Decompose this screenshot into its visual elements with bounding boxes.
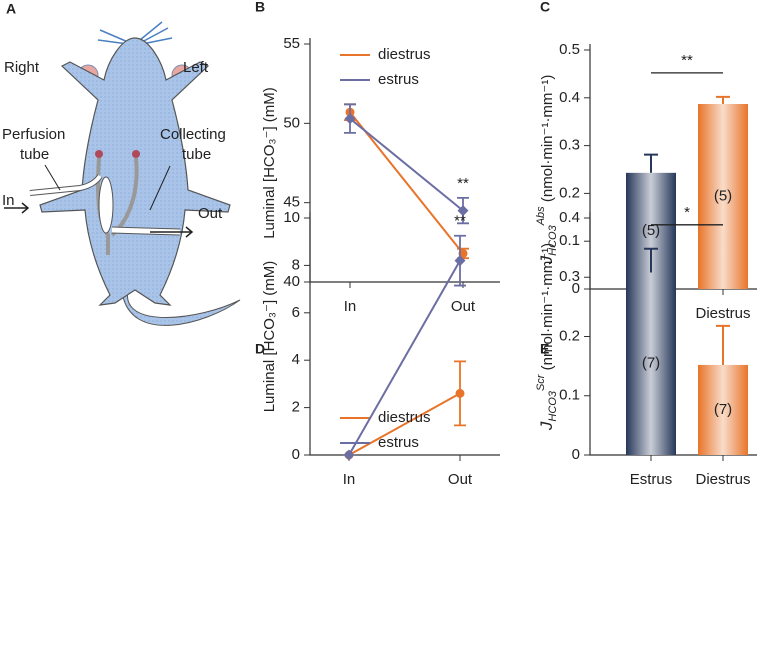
- unit: (nmol·min⁻¹·mm⁻¹): [539, 75, 556, 207]
- label: Left: [183, 59, 209, 76]
- x-tick-label: Out: [451, 298, 476, 315]
- y-tick-label: 4: [292, 351, 300, 368]
- pointer: [44, 164, 61, 191]
- superscript: Scr: [535, 373, 547, 391]
- organ: [132, 150, 140, 158]
- point: [343, 449, 355, 461]
- y-axis-label: Luminal [HCO₃⁻] (mM): [261, 87, 278, 239]
- bar-label: (7): [714, 401, 732, 418]
- legend-label: diestrus: [378, 46, 431, 63]
- symbol: J: [537, 255, 556, 265]
- significance: **: [681, 52, 693, 69]
- y-tick-label: 0: [292, 446, 300, 463]
- y-axis-label: JHCO3Abs (nmol·min⁻¹·mm⁻¹): [535, 75, 559, 266]
- legend-label: estrus: [378, 71, 419, 88]
- perfusion-tube-inner: [29, 174, 102, 195]
- series-line: [348, 260, 461, 456]
- point: [455, 388, 465, 398]
- error-bar: [716, 324, 730, 365]
- mouse-diagram: A Right Left Perfusion tube Collecting t…: [2, 1, 241, 326]
- panel-label: C: [540, 0, 550, 15]
- tail: [121, 289, 241, 326]
- bar-label: (5): [642, 222, 660, 239]
- subscript: HCO3: [547, 390, 559, 421]
- label: Out: [198, 205, 223, 222]
- pointer: [149, 165, 171, 211]
- y-tick-label: 0.4: [559, 209, 580, 226]
- y-tick-label: 45: [283, 194, 300, 211]
- label: Collecting: [160, 126, 226, 143]
- error-bar: [644, 153, 658, 173]
- in-arrow: [4, 202, 30, 214]
- y-tick-label: 0.2: [559, 184, 580, 201]
- y-tick-label: 0.1: [559, 232, 580, 249]
- y-tick-label: 0.3: [559, 137, 580, 154]
- y-tick-label: 0: [572, 446, 580, 463]
- y-tick-label: 0.4: [559, 89, 580, 106]
- error-bar: [644, 247, 658, 273]
- y-tick-label: 55: [283, 35, 300, 52]
- point: [457, 205, 469, 217]
- symbol: J: [537, 421, 556, 431]
- label: Right: [4, 59, 40, 76]
- x-tick-label: Estrus: [630, 471, 673, 488]
- label: Perfusion: [2, 126, 65, 143]
- label: tube: [182, 146, 211, 163]
- y-tick-label: 8: [292, 256, 300, 273]
- panel-label: B: [255, 0, 265, 15]
- y-axis-label: JHCO3Scr (nmol·min⁻¹·mm⁻¹): [535, 243, 559, 431]
- bar: [626, 272, 676, 455]
- legend-label: diestrus: [378, 409, 431, 426]
- y-tick-label: 0.2: [559, 327, 580, 344]
- organ-outline: [98, 176, 114, 234]
- out-arrow: [150, 226, 194, 238]
- x-tick-label: Diestrus: [695, 471, 750, 488]
- significance: **: [457, 175, 469, 192]
- error-bar: [716, 95, 730, 105]
- y-tick-label: 2: [292, 399, 300, 416]
- superscript: Abs: [535, 206, 547, 226]
- x-tick-label: In: [344, 298, 357, 315]
- y-tick-label: 0.1: [559, 387, 580, 404]
- series-line: [349, 117, 464, 212]
- label: tube: [20, 146, 49, 163]
- bar: [698, 364, 748, 455]
- x-tick-label: In: [343, 471, 356, 488]
- y-tick-label: 40: [283, 273, 300, 290]
- series-line: [349, 111, 464, 255]
- point: [454, 255, 466, 267]
- bar-label: (5): [714, 187, 732, 204]
- panel-label: E: [540, 341, 549, 357]
- y-tick-label: 0.5: [559, 41, 580, 58]
- y-tick-label: 0.3: [559, 268, 580, 285]
- bar-label: (7): [642, 355, 660, 372]
- y-axis-label: Luminal [HCO₃⁻] (mM): [261, 261, 278, 413]
- legend-label: estrus: [378, 434, 419, 451]
- y-tick-label: 6: [292, 304, 300, 321]
- series-line: [348, 392, 461, 456]
- x-tick-label: Diestrus: [695, 305, 750, 322]
- significance: *: [684, 204, 690, 221]
- bar: [698, 104, 748, 289]
- y-tick-label: 0: [572, 280, 580, 297]
- y-tick-label: 10: [283, 209, 300, 226]
- y-tick-label: 50: [283, 114, 300, 131]
- label: In: [2, 192, 15, 209]
- panel-label: D: [255, 341, 265, 357]
- subscript: HCO3: [547, 224, 559, 255]
- organ: [95, 150, 103, 158]
- significance: **: [454, 213, 466, 230]
- x-tick-label: Out: [448, 471, 473, 488]
- point: [344, 113, 356, 125]
- whiskers: [97, 21, 173, 45]
- unit: (nmol·min⁻¹·mm⁻¹): [539, 243, 556, 375]
- panel-label: A: [6, 1, 16, 17]
